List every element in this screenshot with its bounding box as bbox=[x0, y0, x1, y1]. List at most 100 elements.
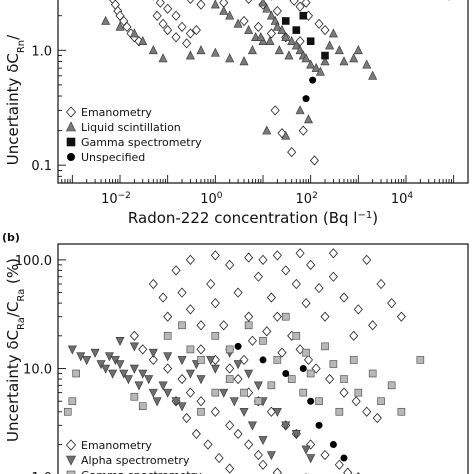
b-square-grey-point bbox=[349, 356, 358, 364]
b-triangle-down-point bbox=[247, 421, 257, 431]
b-circle-point bbox=[299, 365, 307, 373]
b-diamond-point bbox=[196, 396, 206, 407]
b-triangle-down-point bbox=[138, 369, 148, 379]
b-square-grey-point bbox=[163, 332, 172, 340]
legend-marker-triangle-up bbox=[66, 121, 76, 132]
b-square-grey-point bbox=[68, 397, 77, 406]
b-diamond-point bbox=[247, 335, 257, 346]
legend-marker-square-grey bbox=[66, 470, 76, 474]
b-diamond-point bbox=[244, 311, 254, 322]
b-square-grey-point bbox=[186, 345, 195, 354]
b-diamond-point bbox=[328, 271, 338, 282]
a-triangle-up-point bbox=[315, 66, 325, 76]
b-square-grey-point bbox=[292, 332, 301, 340]
a-diamond-point bbox=[301, 0, 311, 8]
b-square-grey-point bbox=[335, 407, 344, 416]
b-triangle-down-point bbox=[266, 451, 276, 461]
b-diamond-point bbox=[203, 439, 213, 450]
b-diamond-point bbox=[214, 452, 224, 464]
a-circle-point bbox=[309, 76, 317, 84]
b-square-grey-point bbox=[225, 345, 234, 354]
b-diamond-point bbox=[314, 282, 324, 294]
a-triangle-up-point bbox=[320, 56, 330, 66]
b-triangle-down-point bbox=[196, 375, 206, 385]
b-square-grey-point bbox=[306, 369, 315, 378]
b-square-grey-point bbox=[211, 388, 220, 397]
a-diamond-point bbox=[239, 15, 249, 27]
b-diamond-point bbox=[233, 428, 243, 440]
a-triangle-up-point bbox=[353, 45, 363, 55]
b-square-grey-point bbox=[259, 336, 267, 345]
b-diamond-point bbox=[225, 259, 235, 270]
b-diamond-point bbox=[196, 344, 206, 355]
b-triangle-down-point bbox=[306, 454, 316, 464]
b-square-grey-point bbox=[72, 369, 80, 378]
b-diamond-point bbox=[244, 252, 254, 263]
b-diamond-point bbox=[328, 248, 338, 259]
b-triangle-down-point bbox=[152, 397, 162, 407]
a-triangle-up-point bbox=[244, 24, 254, 34]
y-tick-label: 1.0 bbox=[31, 471, 52, 474]
b-diamond-point bbox=[396, 311, 406, 322]
b-diamond-point bbox=[266, 292, 276, 303]
b-diamond-point bbox=[272, 467, 282, 474]
b-diamond-point bbox=[171, 265, 181, 276]
b-diamond-point bbox=[233, 287, 243, 298]
b-diamond-point bbox=[185, 254, 195, 265]
b-diamond-point bbox=[368, 320, 378, 331]
b-triangle-down-point bbox=[219, 388, 229, 398]
b-square-grey-point bbox=[354, 388, 363, 397]
b-square-grey-point bbox=[130, 392, 139, 401]
b-triangle-down-point bbox=[281, 421, 291, 431]
a-diamond-point bbox=[245, 0, 253, 5]
a-triangle-up-point bbox=[196, 45, 206, 55]
b-triangle-down-point bbox=[144, 375, 154, 385]
a-triangle-up-point bbox=[311, 62, 321, 72]
panel-a-y-axis-label: Uncertainty δCRn/ bbox=[4, 34, 27, 165]
a-triangle-up-point bbox=[256, 32, 266, 42]
b-triangle-down-point bbox=[129, 364, 139, 374]
legend-label: Emanometry bbox=[81, 439, 152, 452]
b-triangle-down-point bbox=[148, 348, 158, 358]
panel-a-x-axis-label: Radon-222 concentration (Bq l−1) bbox=[128, 209, 378, 227]
a-diamond-point bbox=[158, 18, 168, 29]
b-diamond-point bbox=[177, 373, 187, 385]
a-triangle-up-point bbox=[303, 114, 313, 124]
a-triangle-up-point bbox=[284, 50, 294, 60]
a-triangle-up-point bbox=[115, 21, 125, 31]
b-triangle-down-point bbox=[244, 369, 254, 379]
b-square-grey-point bbox=[377, 397, 385, 406]
b-square-grey-point bbox=[315, 397, 323, 406]
panel-b-ticks: 100.0 10.0 1.0 bbox=[15, 254, 66, 474]
legend-marker-square bbox=[66, 137, 76, 147]
a-triangle-up-point bbox=[328, 28, 338, 38]
panel-b: (b) 100.0 10.0 1.0 Emanometry Alpha spectro… bbox=[2, 231, 469, 474]
a-triangle-up-point bbox=[185, 50, 195, 60]
legend-marker-triangle-down bbox=[66, 455, 76, 466]
b-square-grey-point bbox=[302, 348, 310, 357]
a-square-point bbox=[292, 26, 301, 34]
a-triangle-up-point bbox=[306, 59, 316, 69]
b-triangle-down-point bbox=[108, 369, 118, 379]
b-diamond-point bbox=[303, 354, 314, 366]
a-diamond-point bbox=[270, 105, 280, 116]
a-diamond-point bbox=[171, 10, 181, 21]
panel-b-y-axis-label: Uncertainty δCRa/CRa (%) bbox=[4, 258, 27, 442]
b-diamond-point bbox=[239, 354, 249, 366]
a-diamond-point bbox=[163, 24, 173, 36]
b-diamond-point bbox=[191, 428, 201, 440]
b-square-grey-point bbox=[211, 332, 220, 340]
b-triangle-down-point bbox=[82, 356, 92, 366]
a-triangle-up-point bbox=[225, 53, 235, 63]
a-triangle-up-point bbox=[339, 56, 349, 66]
a-square-point bbox=[299, 11, 308, 20]
legend-label: Liquid scintillation bbox=[81, 121, 181, 134]
b-triangle-down-point bbox=[115, 360, 125, 370]
b-diamond-point bbox=[320, 311, 330, 322]
b-square-grey-point bbox=[178, 321, 186, 330]
b-diamond-point bbox=[262, 326, 272, 337]
b-diamond-point bbox=[362, 406, 372, 417]
a-square-point bbox=[321, 51, 329, 60]
x-tick-label: 104 bbox=[391, 191, 414, 207]
b-square-grey-point bbox=[225, 375, 234, 383]
